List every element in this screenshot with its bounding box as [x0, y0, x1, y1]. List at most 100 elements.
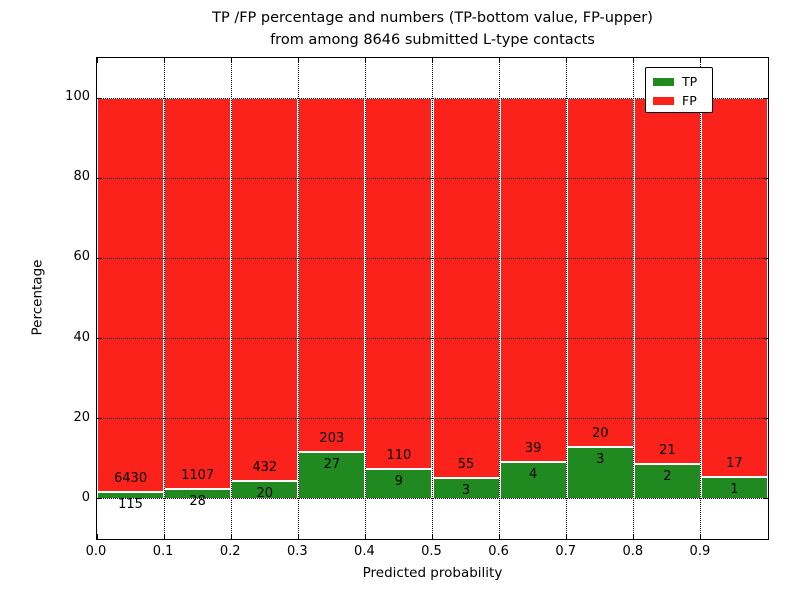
bar-segment-fp — [231, 98, 299, 482]
x-tick-mark-top — [432, 58, 433, 63]
x-tick-label: 0.1 — [152, 544, 174, 559]
tp-color-swatch — [653, 77, 674, 86]
y-tick-label: 0 — [81, 489, 90, 505]
y-tick-mark-right — [763, 177, 768, 179]
tp-count-label: 115 — [118, 496, 143, 512]
tp-count-label: 3 — [596, 451, 605, 467]
y-tick-mark-left — [97, 418, 102, 420]
y-tick-mark-right — [763, 97, 768, 99]
legend-label: FP — [682, 92, 697, 108]
gridline-vertical — [163, 58, 165, 539]
bar-segment-tp — [164, 489, 232, 499]
gridline-vertical — [297, 58, 299, 539]
y-tick-label: 20 — [73, 409, 90, 425]
x-tick-mark-bottom — [566, 534, 568, 539]
x-tick-label: 0.3 — [286, 544, 308, 559]
fp-count-label: 110 — [386, 447, 412, 463]
fp-count-label: 20 — [591, 425, 609, 441]
chart-title-line-1: TP /FP percentage and numbers (TP-bottom… — [212, 10, 653, 26]
x-tick-label: 0.0 — [85, 544, 107, 559]
tp-count-label: 28 — [189, 494, 206, 510]
y-tick-label: 80 — [73, 169, 90, 185]
chart-title: TP /FP percentage and numbers (TP-bottom… — [96, 7, 769, 51]
x-tick-label: 0.2 — [219, 544, 241, 559]
x-tick-mark-top — [96, 58, 98, 63]
y-tick-mark-right — [763, 257, 768, 259]
legend-entry-tp: TP — [653, 72, 712, 91]
fp-count-label: 432 — [252, 460, 278, 476]
tp-count-label: 9 — [394, 473, 404, 489]
gridline-vertical — [432, 58, 433, 539]
gridline-horizontal — [97, 418, 768, 420]
bar-segment-fp — [499, 98, 567, 462]
tp-count-label: 2 — [663, 469, 672, 485]
fp-count-label: 17 — [726, 455, 743, 471]
gridline-horizontal — [97, 177, 768, 179]
bar-segment-tp — [700, 476, 768, 499]
bar-segment-tp — [499, 461, 567, 499]
fp-count-label: 203 — [319, 430, 345, 446]
tp-count-label: 4 — [529, 466, 538, 482]
bar-segment-fp — [566, 98, 634, 447]
y-axis-label: Percentage — [29, 259, 46, 336]
x-tick-label: 0.6 — [488, 544, 509, 559]
x-tick-mark-top — [700, 58, 702, 63]
x-tick-mark-top — [297, 58, 299, 63]
gridline-horizontal — [97, 498, 768, 500]
x-tick-mark-top — [163, 58, 165, 63]
bar-segment-tp — [633, 464, 701, 499]
bar-segment-tp — [298, 451, 366, 499]
x-tick-mark-bottom — [297, 534, 299, 539]
bar-segment-fp — [298, 98, 366, 452]
x-tick-mark-bottom — [700, 534, 702, 539]
fp-count-label: 1107 — [181, 468, 215, 484]
y-tick-mark-right — [763, 338, 768, 340]
x-tick-mark-top — [499, 58, 501, 63]
gridline-vertical — [230, 58, 232, 539]
x-tick-label: 0.4 — [354, 544, 375, 559]
bar-segment-tp — [97, 491, 165, 499]
tp-count-label: 27 — [323, 456, 341, 472]
x-tick-label: 0.8 — [622, 544, 644, 559]
bar-segment-fp — [432, 98, 500, 479]
x-tick-mark-bottom — [163, 534, 165, 539]
x-tick-mark-bottom — [96, 534, 98, 539]
tp-count-label: 1 — [730, 481, 739, 497]
fp-color-swatch — [653, 96, 674, 105]
x-tick-mark-bottom — [432, 534, 433, 539]
y-tick-label: 100 — [65, 89, 90, 105]
y-tick-mark-left — [97, 338, 102, 340]
x-tick-label: 0.9 — [689, 544, 711, 559]
chart-title-line-2: from among 8646 submitted L-type contact… — [270, 32, 595, 48]
legend-entry-fp: FP — [653, 91, 712, 110]
legend: TP FP — [645, 67, 713, 113]
fp-count-label: 39 — [524, 440, 542, 456]
x-tick-mark-bottom — [499, 534, 501, 539]
bar-segment-tp — [432, 478, 500, 499]
bar-segment-fp — [365, 98, 433, 469]
x-tick-mark-top — [364, 58, 366, 63]
bar-segment-fp — [700, 98, 768, 477]
tp-count-label: 3 — [461, 483, 471, 499]
y-tick-mark-left — [97, 257, 102, 259]
x-tick-mark-bottom — [230, 534, 232, 539]
bar-segment-fp — [633, 98, 701, 465]
y-tick-mark-left — [97, 177, 102, 179]
gridline-vertical — [566, 58, 568, 539]
fp-count-label: 55 — [457, 457, 475, 473]
gridline-vertical — [499, 58, 501, 539]
legend-label: TP — [682, 73, 698, 89]
gridline-horizontal — [97, 338, 768, 340]
x-tick-mark-top — [230, 58, 232, 63]
x-tick-mark-top — [566, 58, 568, 63]
gridline-vertical — [700, 58, 702, 539]
fp-count-label: 6430 — [114, 470, 148, 486]
bar-segment-tp — [566, 446, 634, 499]
gridline-horizontal — [97, 257, 768, 259]
x-tick-mark-bottom — [633, 534, 635, 539]
y-tick-mark-left — [97, 498, 102, 500]
x-axis-label: Predicted probability — [362, 565, 503, 581]
y-tick-mark-right — [763, 498, 768, 500]
y-tick-label: 60 — [73, 249, 90, 265]
